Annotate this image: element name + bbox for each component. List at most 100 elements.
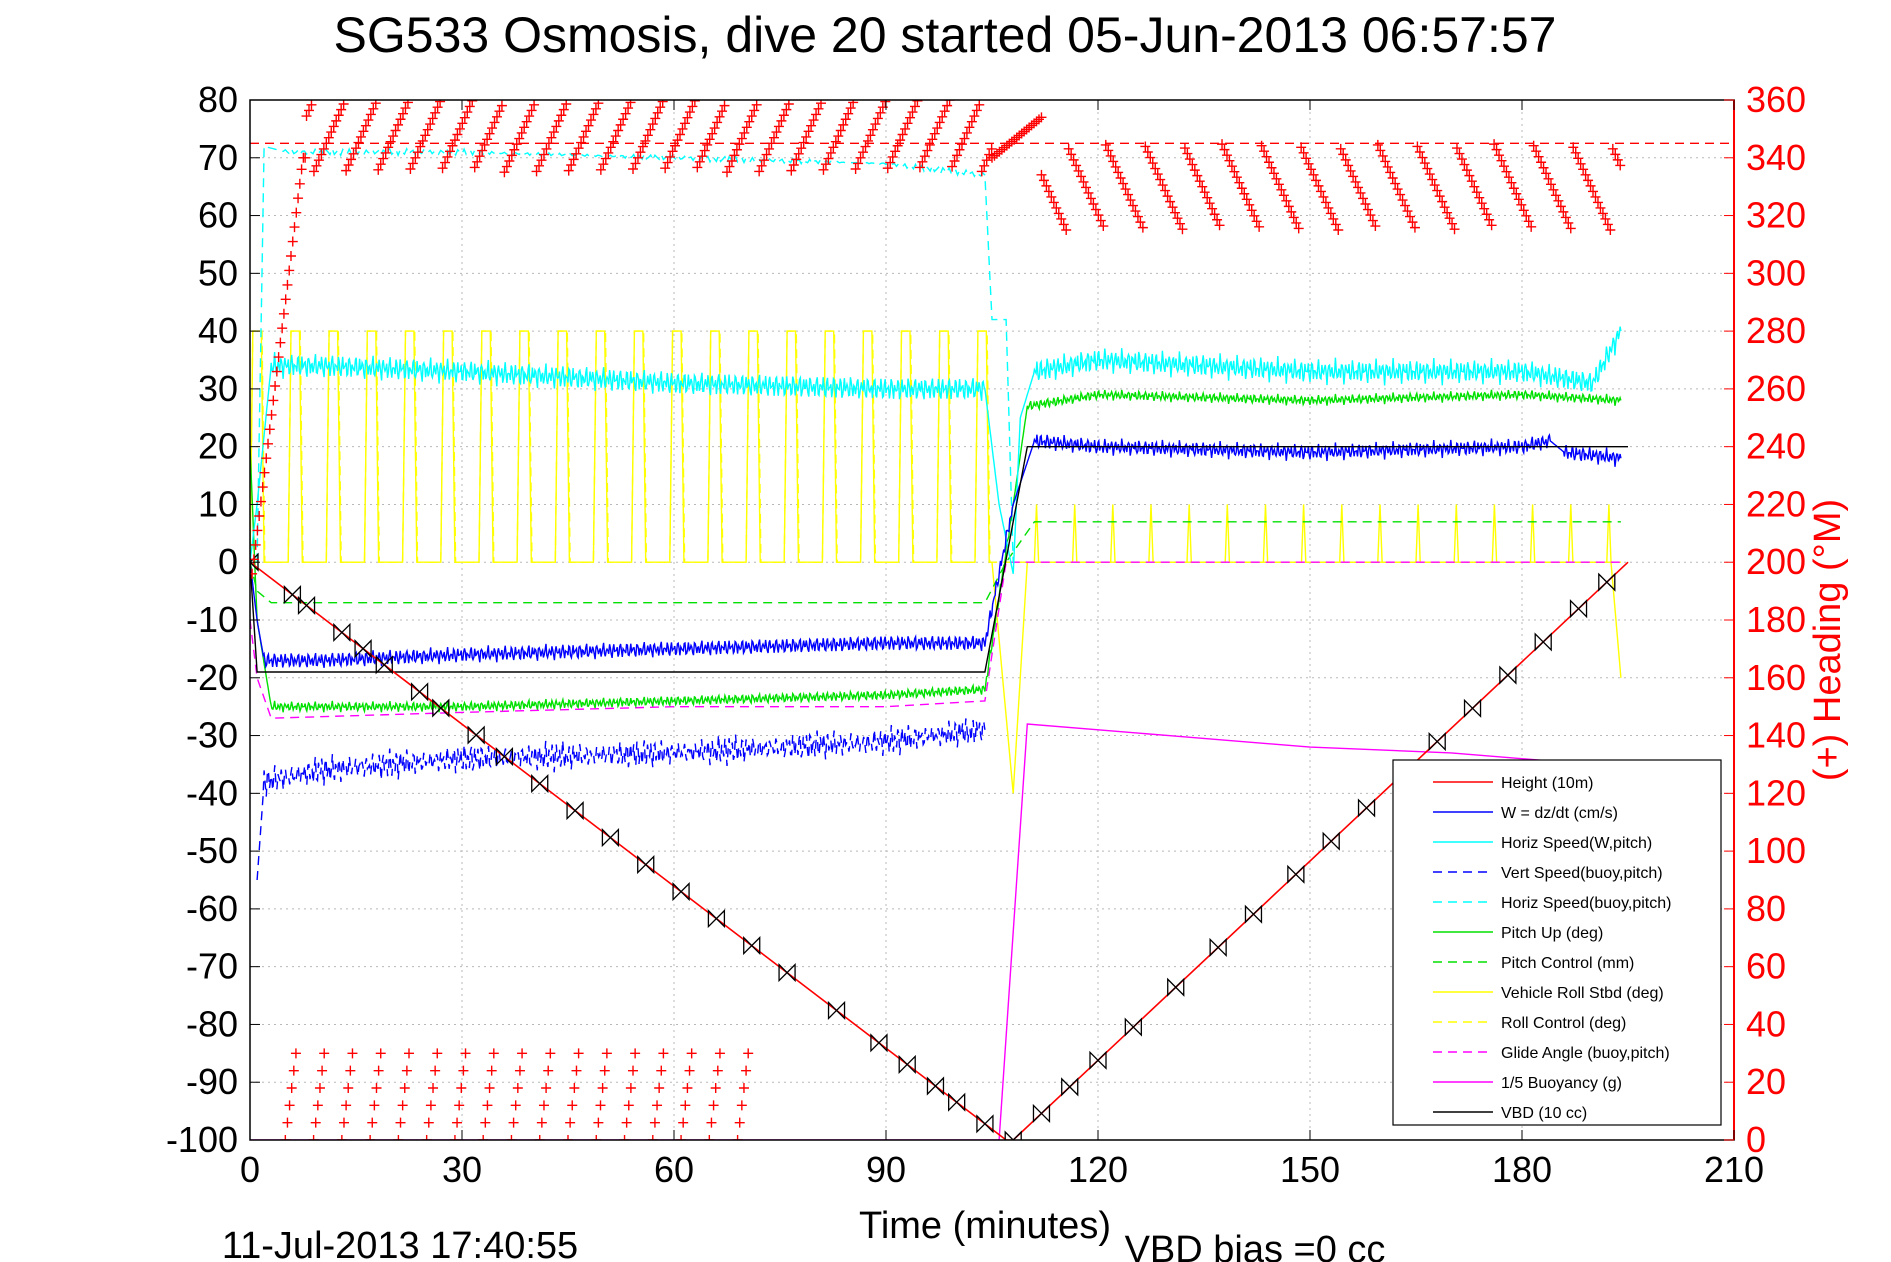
heading-point — [1432, 185, 1443, 196]
heading-point — [684, 1065, 695, 1076]
y-right-tick-label: 20 — [1746, 1061, 1786, 1102]
heading-point — [714, 1048, 725, 1059]
heading-point — [308, 166, 319, 177]
heading-point — [1209, 209, 1220, 220]
heading-point — [588, 109, 599, 120]
x-tick-label: 0 — [240, 1149, 260, 1190]
heading-point — [257, 482, 268, 493]
heading-point — [343, 160, 354, 170]
heading-point — [1105, 150, 1116, 161]
heading-point — [404, 1048, 414, 1059]
heading-point — [969, 111, 980, 122]
series-pitch-up-deg — [250, 389, 1622, 714]
heading-point — [954, 144, 965, 155]
heading-point — [459, 112, 470, 123]
heading-point — [729, 150, 740, 161]
heading-point — [538, 1100, 549, 1111]
heading-point — [284, 265, 295, 276]
heading-point — [449, 135, 460, 146]
heading-point — [601, 1048, 612, 1059]
y-tick-label: -50 — [186, 830, 238, 871]
heading-point — [820, 159, 831, 170]
heading-point — [273, 352, 284, 363]
heading-point — [328, 121, 339, 132]
heading-point — [657, 100, 668, 107]
heading-point — [484, 1083, 495, 1093]
heading-point — [300, 152, 311, 163]
heading-point — [811, 109, 822, 120]
heading-point — [1073, 165, 1084, 176]
heading-point — [1516, 199, 1527, 210]
y-tick-label: 50 — [198, 252, 238, 293]
heading-point — [768, 132, 779, 143]
y-right-tick-label: 320 — [1746, 195, 1806, 236]
heading-point — [567, 1100, 578, 1111]
heading-point — [437, 163, 448, 174]
heading-point — [375, 1048, 386, 1059]
heading-point — [401, 1065, 412, 1076]
heading-point — [1429, 180, 1440, 191]
heading-point — [1071, 160, 1082, 171]
heading-point — [512, 1083, 523, 1093]
series-pitch-control-mm — [250, 521, 1621, 604]
heading-point — [1380, 156, 1391, 167]
heading-point — [682, 1083, 693, 1093]
heading-point — [1607, 143, 1618, 154]
x-tick-label: 180 — [1492, 1149, 1552, 1190]
heading-point — [652, 107, 663, 118]
heading-point — [1315, 186, 1326, 197]
heading-point — [632, 152, 643, 163]
y-right-tick-label: 80 — [1746, 888, 1786, 929]
heading-point — [1246, 205, 1257, 216]
height-marker — [1061, 1077, 1079, 1097]
heading-point — [1318, 191, 1329, 202]
height-marker — [1357, 798, 1376, 818]
heading-point — [367, 1117, 378, 1128]
heading-point — [658, 1048, 669, 1059]
heading-point — [289, 222, 300, 233]
heading-point — [1157, 180, 1168, 191]
series-roll-control-deg — [250, 330, 1621, 563]
heading-point — [345, 1065, 356, 1076]
heading-point — [1407, 217, 1418, 228]
heading-point — [254, 511, 265, 521]
heading-point — [781, 104, 792, 115]
heading-point — [373, 1065, 384, 1076]
heading-point — [1489, 139, 1500, 150]
heading-point — [1466, 176, 1477, 187]
y-tick-label: -30 — [186, 715, 238, 756]
heading-point — [510, 1100, 521, 1111]
heading-point — [989, 150, 1000, 161]
heading-point — [743, 1048, 754, 1059]
heading-point — [534, 160, 545, 171]
heading-point — [1172, 213, 1183, 224]
legend-label: Vehicle Roll Stbd (deg) — [1501, 985, 1664, 1002]
heading-point — [430, 1065, 441, 1076]
x-tick-label: 60 — [654, 1149, 694, 1190]
heading-point — [1340, 154, 1351, 165]
height-marker — [1322, 831, 1340, 851]
heading-point — [1348, 171, 1359, 182]
heading-point — [808, 115, 819, 126]
heading-point — [250, 539, 261, 550]
heading-point — [529, 100, 540, 110]
heading-point — [1090, 204, 1101, 215]
heading-point — [314, 1083, 325, 1093]
heading-point — [1293, 223, 1304, 234]
heading-point — [1469, 181, 1480, 192]
heading-point — [1610, 149, 1621, 160]
heading-point — [976, 166, 987, 177]
legend: Height (10m) W = dz/dt (cm/s) Horiz Speed(… — [1392, 759, 1722, 1126]
heading-point — [264, 424, 275, 435]
y-right-tick-label: 200 — [1746, 541, 1806, 582]
heading-point — [971, 105, 982, 116]
heading-point — [1325, 208, 1336, 219]
heading-point — [1266, 162, 1277, 173]
heading-point — [1333, 225, 1344, 235]
heading-point — [1526, 221, 1537, 232]
heading-point — [405, 164, 416, 175]
heading-point — [286, 1083, 297, 1093]
heading-point — [432, 102, 443, 113]
y-right-tick-label: 220 — [1746, 483, 1806, 524]
heading-point — [974, 100, 985, 110]
